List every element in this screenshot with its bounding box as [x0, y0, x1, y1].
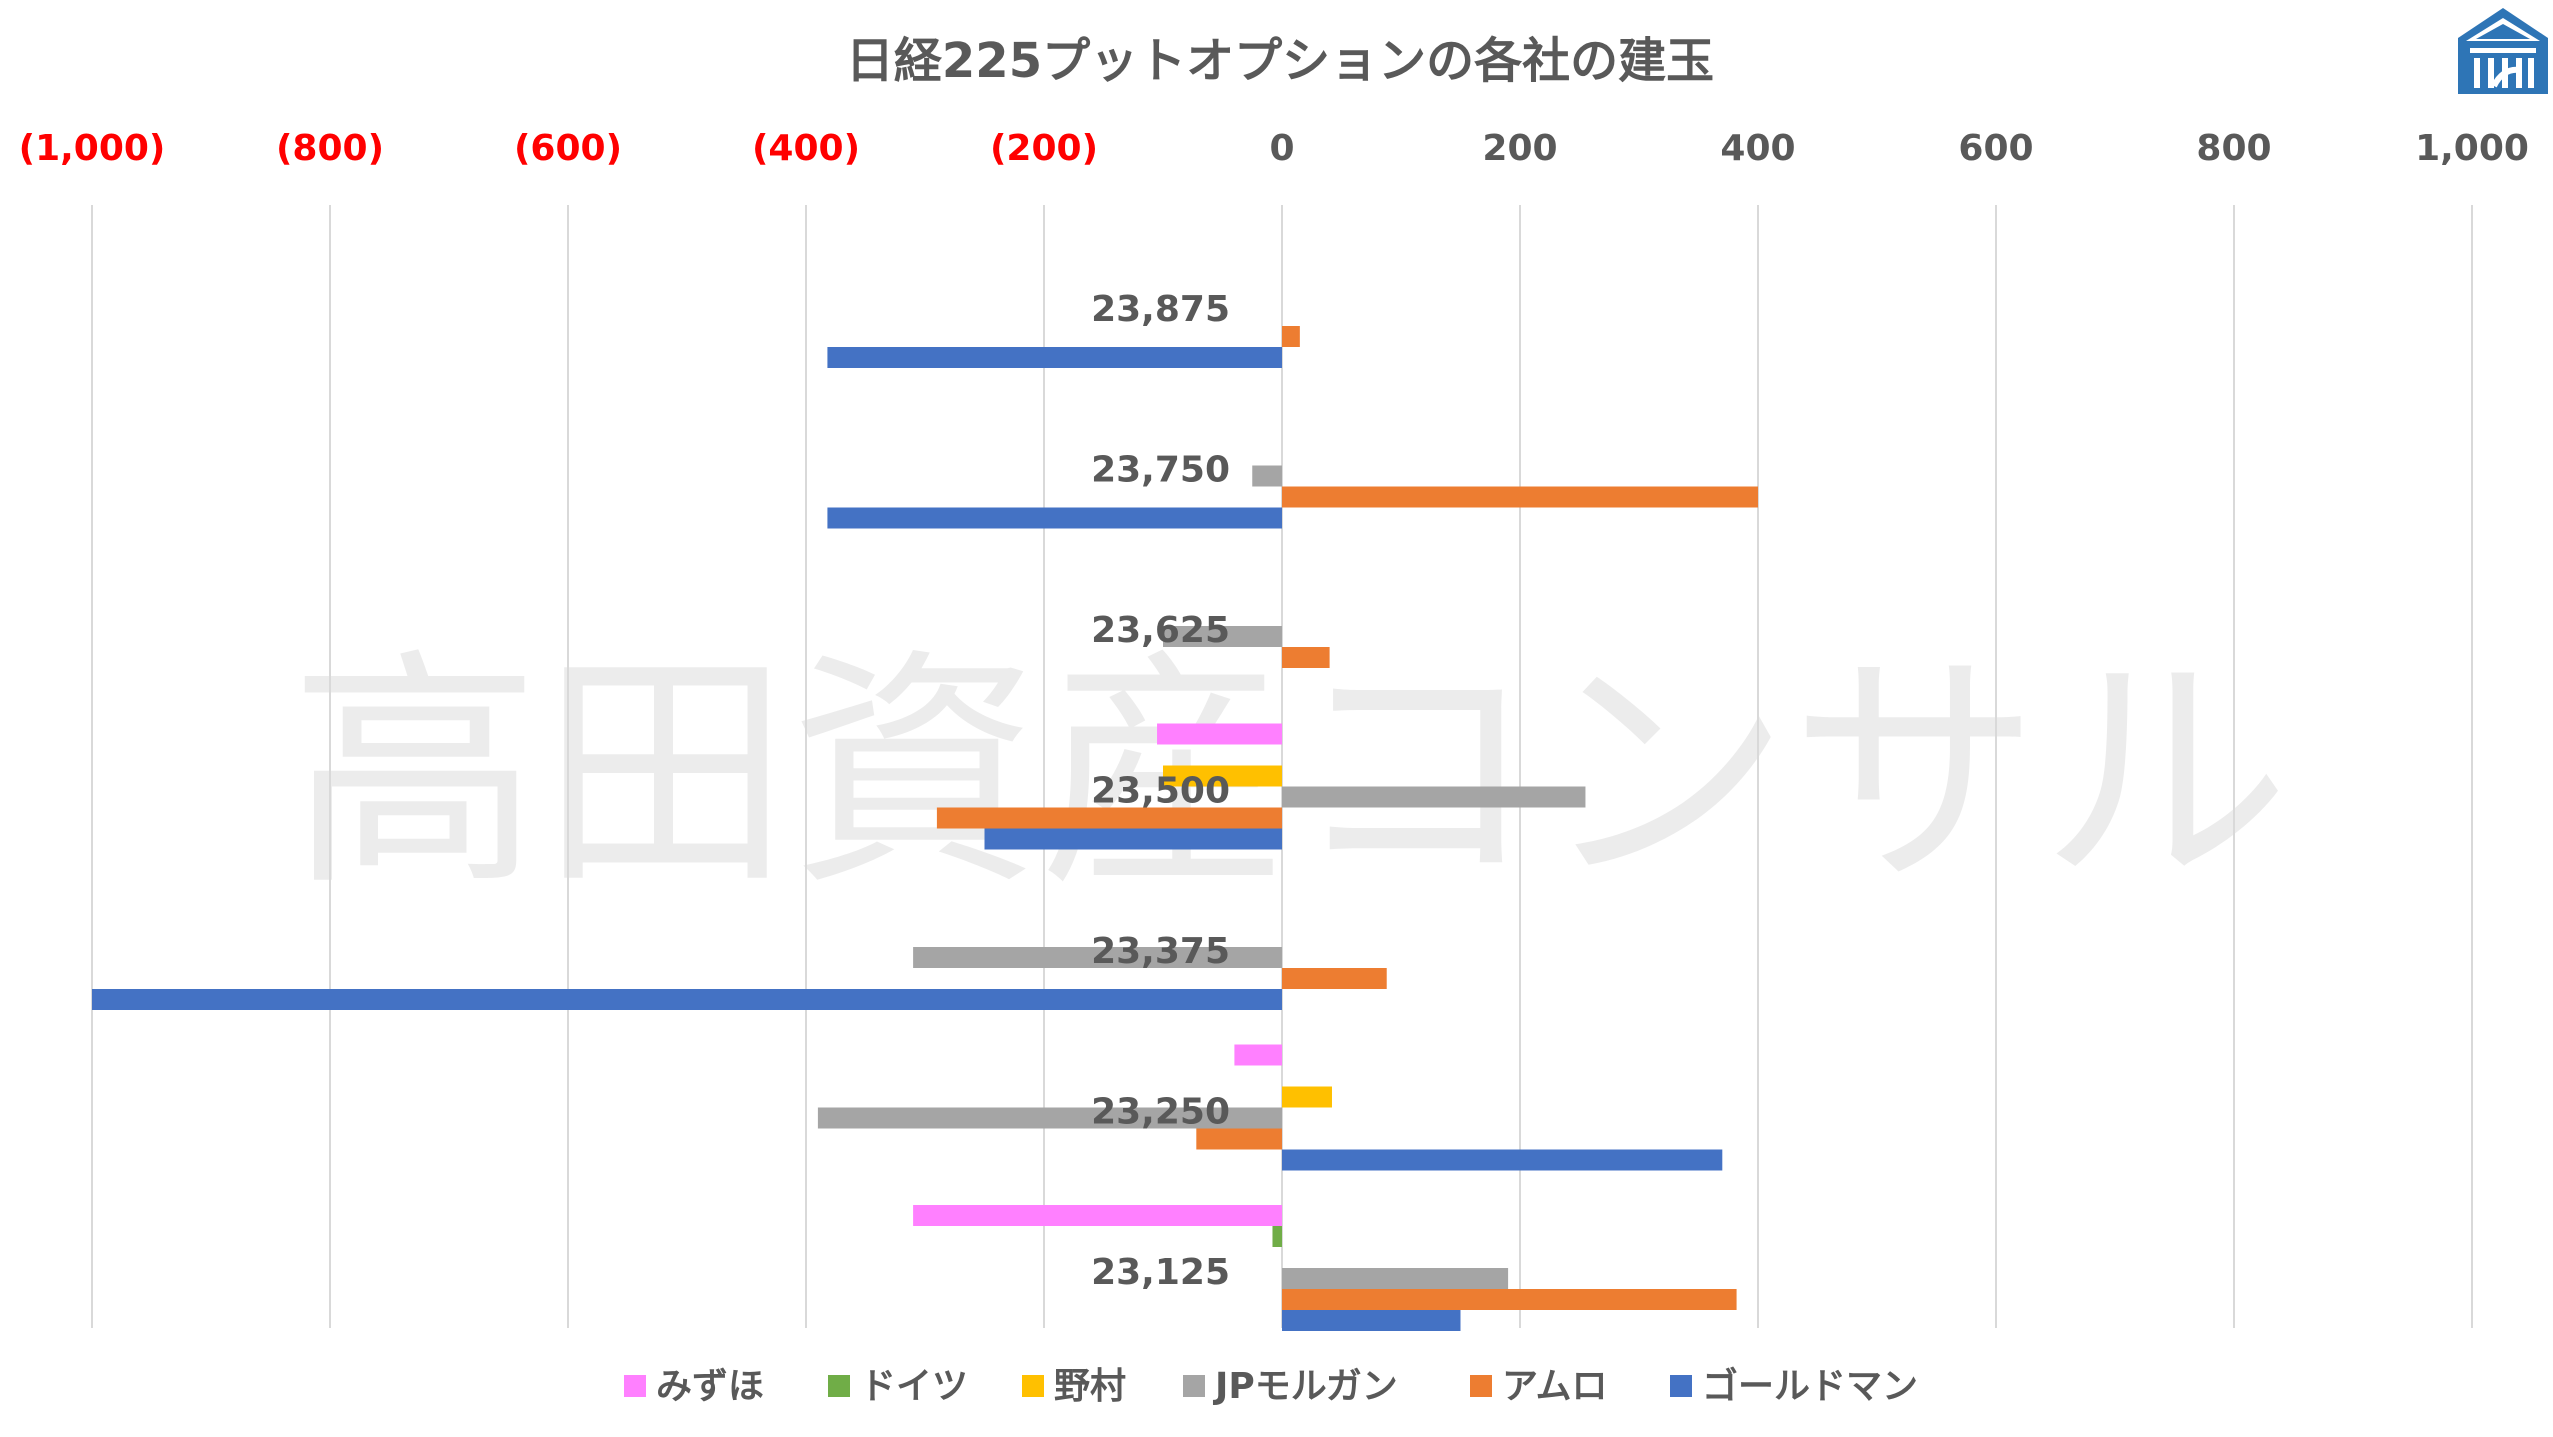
- legend-swatch-4: [1470, 1375, 1492, 1397]
- bar-23-500-s4: [936, 807, 1282, 829]
- category-label-4: 23,375: [1091, 931, 1230, 972]
- legend-swatch-5: [1670, 1375, 1692, 1397]
- bar-23-500-s5: [984, 828, 1282, 850]
- x-tick-label-6: 200: [1482, 128, 1557, 169]
- bar-23-125-s1: [1272, 1226, 1282, 1247]
- x-tick-label-9: 800: [2196, 128, 2271, 169]
- bar-23-250-s3: [817, 1107, 1282, 1129]
- legend-label-2: 野村: [1054, 1366, 1126, 1407]
- bar-23-125-s3: [1282, 1268, 1509, 1289]
- x-tick-label-0: (1,000): [19, 128, 166, 169]
- category-label-3: 23,500: [1091, 771, 1230, 812]
- x-tick-label-3: (400): [752, 128, 860, 169]
- category-label-5: 23,250: [1091, 1092, 1230, 1133]
- legend: みずほ ドイツ 野村 JPモルガン アムロ ゴールドマン: [624, 1365, 1918, 1407]
- legend-swatch-2: [1022, 1375, 1044, 1397]
- chart-title: 日経225プットオプションの各社の建玉: [846, 33, 1714, 89]
- x-tick-label-10: 1,000: [2415, 128, 2529, 169]
- x-tick-label-5: 0: [1269, 128, 1294, 169]
- bar-23-750-s3: [1252, 465, 1282, 487]
- legend-label-4: アムロ: [1502, 1366, 1607, 1407]
- bar-23-625-s4: [1282, 647, 1330, 668]
- category-label-2: 23,625: [1091, 610, 1230, 651]
- category-label-6: 23,125: [1091, 1252, 1230, 1293]
- x-tick-label-4: (200): [990, 128, 1098, 169]
- x-tick-label-8: 600: [1958, 128, 2033, 169]
- pillared-building-logo-icon: [2458, 8, 2548, 94]
- bar-23-250-s0: [1234, 1044, 1282, 1066]
- category-label-1: 23,750: [1091, 450, 1230, 491]
- category-labels: 23,875 23,750 23,625 23,500 23,375 23,250 23,1…: [1091, 289, 1230, 1293]
- bar-23-500-s2: [1163, 765, 1282, 787]
- bars: [92, 326, 1758, 1331]
- bar-23-250-s5: [1282, 1149, 1723, 1171]
- bar-23-625-s3: [1163, 626, 1282, 647]
- x-axis-tick-labels: (1,000) (800) (600) (400) (200) 0 200 400 600 800…: [19, 128, 2529, 169]
- category-label-0: 23,875: [1091, 289, 1230, 330]
- legend-label-5: ゴールドマン: [1702, 1365, 1918, 1407]
- bar-23-750-s4: [1282, 486, 1758, 508]
- legend-swatch-1: [828, 1375, 850, 1397]
- legend-swatch-0: [624, 1375, 646, 1397]
- legend-label-1: ドイツ: [860, 1366, 968, 1407]
- bar-23-500-s3: [1282, 786, 1586, 808]
- x-tick-label-2: (600): [514, 128, 622, 169]
- bar-23-375-s4: [1282, 968, 1387, 989]
- watermark-text: 高田資産コンサル: [290, 628, 2290, 919]
- legend-swatch-3: [1183, 1375, 1205, 1397]
- bar-23-375-s3: [913, 947, 1282, 968]
- watermark: 高田資産コンサル: [290, 628, 2290, 919]
- bar-23-875-s4: [1282, 326, 1300, 347]
- bar-23-875-s5: [827, 347, 1282, 368]
- x-tick-label-1: (800): [276, 128, 384, 169]
- legend-label-3: JPモルガン: [1212, 1366, 1398, 1407]
- bar-23-375-s5: [92, 989, 1282, 1010]
- bar-23-250-s2: [1282, 1086, 1332, 1108]
- legend-label-0: みずほ: [656, 1366, 764, 1407]
- bar-23-250-s4: [1196, 1128, 1282, 1150]
- bar-23-125-s4: [1282, 1289, 1737, 1310]
- bar-23-125-s5: [1282, 1310, 1461, 1331]
- x-tick-label-7: 400: [1720, 128, 1795, 169]
- bar-23-125-s0: [913, 1205, 1282, 1226]
- bar-23-500-s0: [1157, 723, 1282, 745]
- bar-23-750-s5: [827, 507, 1282, 529]
